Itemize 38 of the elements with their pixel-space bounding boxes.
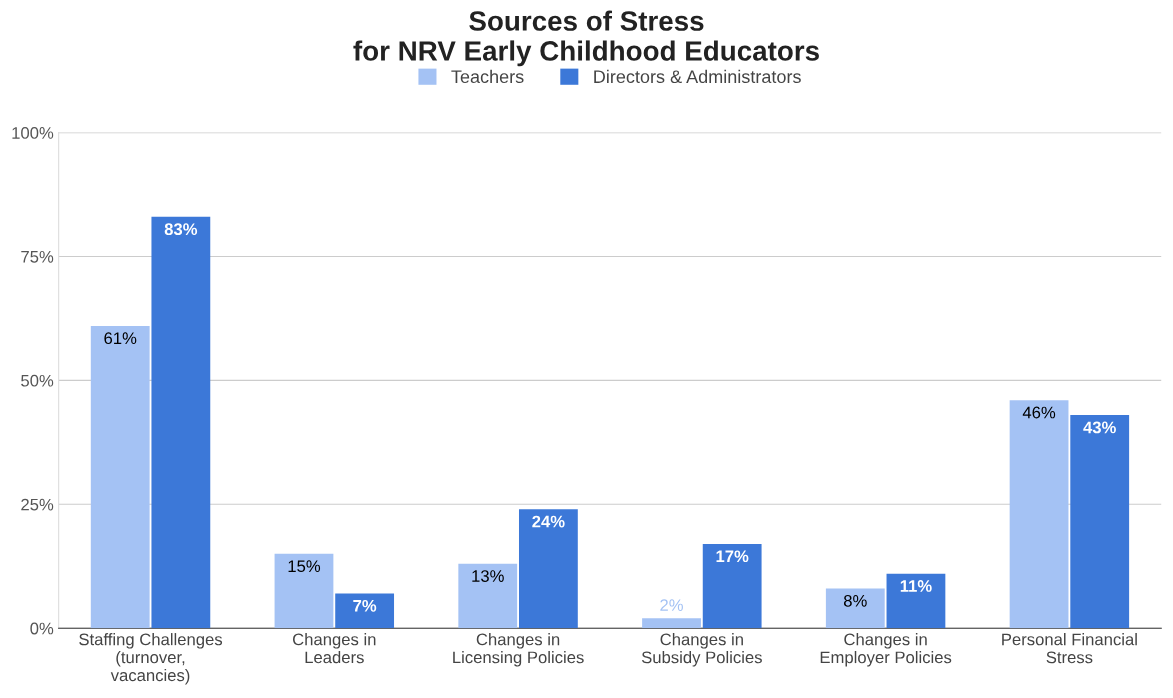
bar bbox=[642, 618, 701, 629]
bar bbox=[1070, 415, 1130, 629]
y-tick-label: 25% bbox=[21, 498, 54, 511]
legend-label: Directors & Administrators bbox=[594, 69, 801, 84]
x-tick-label: Changes in Leaders bbox=[293, 633, 376, 664]
bar bbox=[886, 573, 946, 629]
data-label: 46% bbox=[1022, 406, 1056, 419]
data-label: 8% bbox=[843, 594, 867, 607]
x-tick-label: Changes in Subsidy Policies bbox=[641, 633, 762, 667]
data-label: 15% bbox=[288, 560, 321, 573]
legend-label: Teachers bbox=[451, 69, 524, 84]
y-tick-label: 50% bbox=[21, 374, 54, 387]
data-label: 7% bbox=[353, 599, 377, 612]
x-tick-label: Changes in Licensing Policies bbox=[453, 633, 584, 667]
data-label: 13% bbox=[472, 570, 504, 582]
x-tick-label: Personal Financial Stress bbox=[1002, 633, 1137, 664]
bar bbox=[90, 325, 150, 629]
y-tick-label: 75% bbox=[21, 250, 54, 263]
bar bbox=[458, 563, 518, 629]
bar bbox=[702, 543, 762, 629]
bar bbox=[825, 588, 885, 629]
x-tick-label: Staffing Challenges (turnover, vacancies) bbox=[79, 633, 223, 685]
bar bbox=[1009, 400, 1069, 629]
data-label: 17% bbox=[716, 550, 749, 563]
data-label: 61% bbox=[104, 332, 137, 345]
data-label: 43% bbox=[1083, 421, 1116, 434]
bar bbox=[151, 216, 211, 629]
data-label: 24% bbox=[532, 515, 565, 528]
y-tick-label: 100% bbox=[12, 127, 54, 139]
data-label: 11% bbox=[900, 580, 932, 592]
data-label: 2% bbox=[660, 599, 683, 611]
bar bbox=[335, 593, 395, 629]
x-tick-label: Changes in Employer Policies bbox=[820, 633, 952, 667]
chart-title: Sources of Stress for NRV Early Childhood Educators bbox=[353, 10, 819, 67]
y-tick-label: 0% bbox=[30, 622, 54, 635]
bar bbox=[274, 553, 334, 629]
data-label: 83% bbox=[164, 223, 198, 236]
bar bbox=[518, 509, 578, 629]
